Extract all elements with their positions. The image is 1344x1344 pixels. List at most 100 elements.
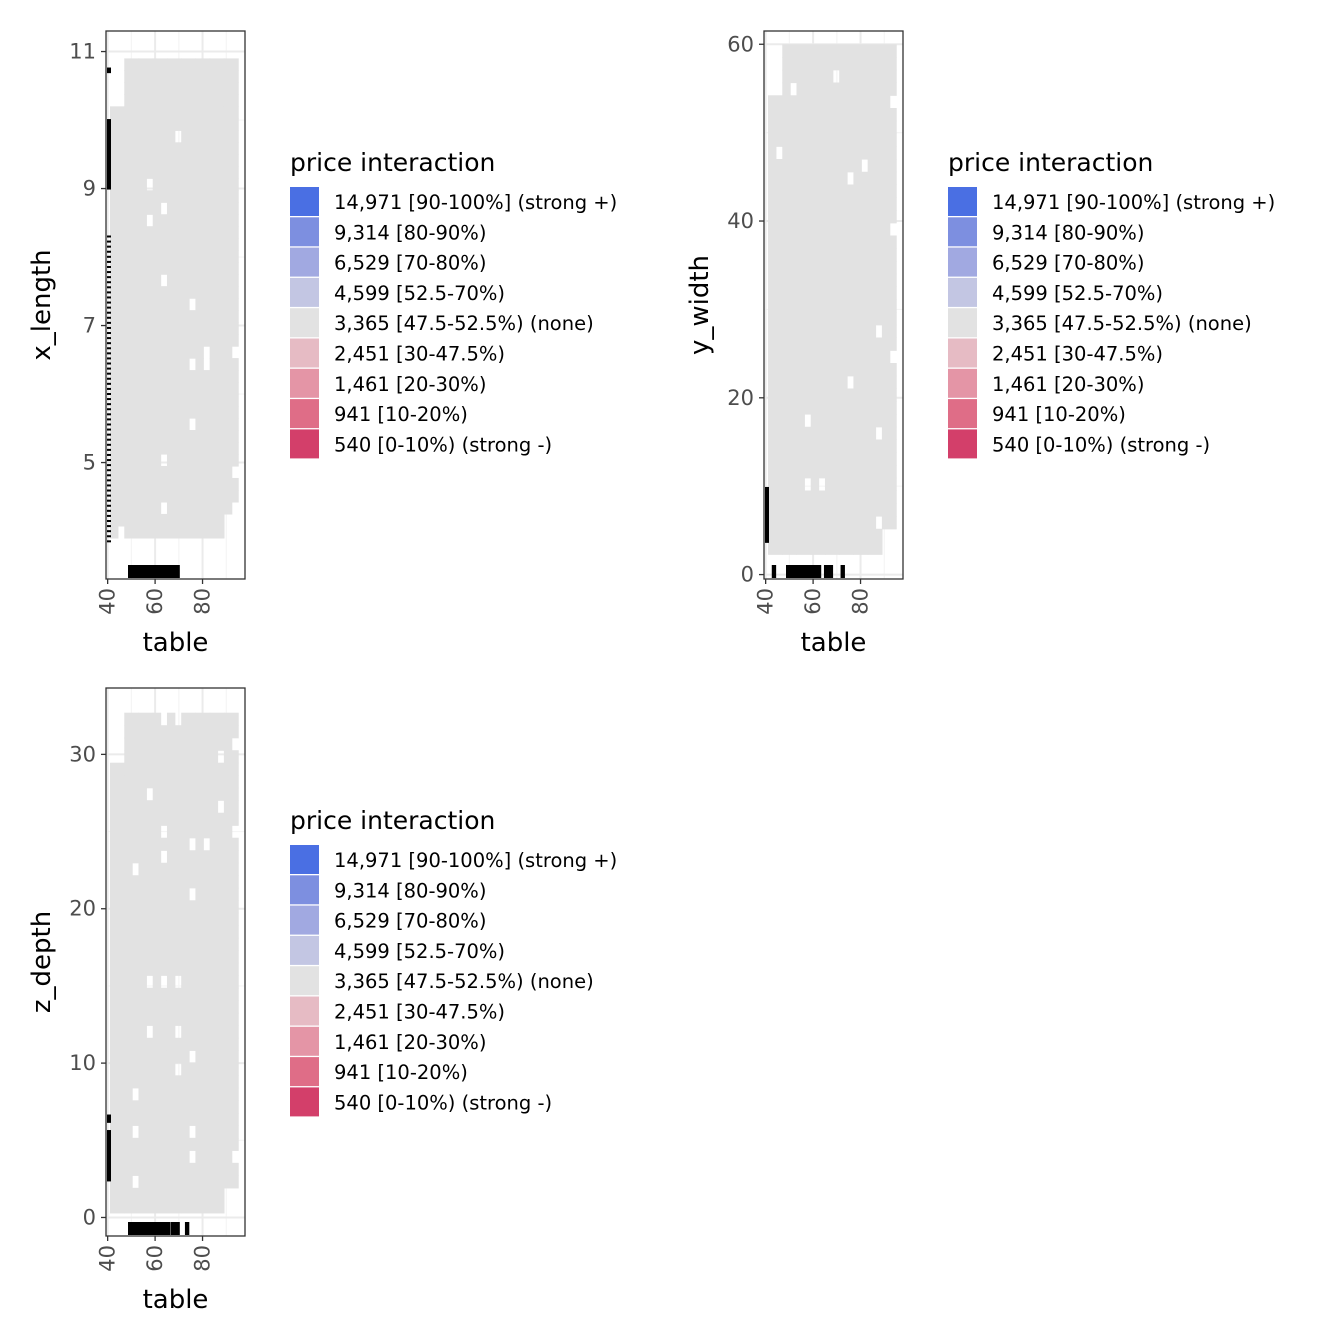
interaction-tile (853, 95, 869, 109)
z-depth-panel: 0 10 20 30 40 60 80 table z_depth price interacti… (27, 687, 617, 1315)
interaction-tile (768, 159, 783, 173)
interaction-tile (209, 250, 225, 263)
interaction-tile (853, 261, 869, 275)
interaction-tile (195, 1112, 211, 1126)
interaction-tile (181, 477, 197, 491)
interaction-tile (166, 887, 182, 901)
interaction-tile (223, 737, 233, 751)
y-tick-label: 11 (69, 40, 96, 64)
interaction-tile (881, 286, 897, 300)
interaction-tile (839, 222, 855, 237)
interaction-tile (166, 226, 182, 239)
interaction-tile (181, 1075, 197, 1089)
interaction-tile (152, 937, 168, 951)
interaction-tile (124, 912, 140, 926)
rug-marks (107, 67, 180, 578)
legend-key (948, 429, 977, 459)
interaction-tile (152, 226, 168, 239)
x-tick-label: 80 (191, 588, 215, 615)
interaction-tile (209, 430, 225, 443)
interaction-tile (152, 1087, 168, 1101)
interaction-tile (124, 737, 140, 751)
interaction-tile (110, 214, 125, 227)
interaction-tile (181, 1050, 190, 1064)
interaction-tile (223, 1062, 239, 1076)
interaction-tile (839, 388, 855, 402)
interaction-tile (181, 962, 197, 976)
x-tick-label: 60 (143, 588, 167, 615)
interaction-tile (195, 178, 211, 191)
interaction-tile (138, 214, 147, 227)
interaction-tile (110, 1187, 125, 1201)
interaction-tile (110, 501, 125, 515)
interaction-tile (110, 106, 125, 119)
interaction-tile (796, 222, 812, 237)
y-tick-label: 0 (741, 563, 754, 587)
interaction-tile (824, 528, 840, 543)
legend-label: 1,461 [20-30%) (334, 1031, 486, 1054)
interaction-tile (152, 1137, 168, 1151)
interaction-tile (839, 120, 855, 135)
interaction-tile (853, 388, 869, 402)
interaction-tile (166, 154, 182, 167)
interaction-tile (209, 298, 225, 311)
interaction-tile (867, 477, 883, 492)
interaction-tile (166, 1000, 182, 1014)
interaction-tile (152, 900, 168, 914)
interaction-tile (824, 133, 840, 147)
interaction-tile (881, 222, 891, 237)
interaction-tile (782, 477, 798, 492)
interaction-tile (223, 178, 239, 191)
interaction-tile (166, 912, 182, 926)
interaction-tile (195, 1150, 211, 1164)
interaction-tile (853, 337, 869, 351)
interaction-tile (195, 1125, 211, 1139)
interaction-tile (867, 452, 883, 466)
interaction-tile (853, 439, 869, 453)
x-axis-title: table (143, 1285, 209, 1315)
interaction-tile (166, 274, 182, 287)
interaction-tile (867, 312, 883, 326)
interaction-tile (810, 133, 826, 147)
interaction-tile (166, 725, 182, 739)
interaction-tile (782, 261, 798, 275)
panel-border (763, 30, 904, 580)
interaction-tile (195, 465, 211, 479)
interaction-tile (138, 1075, 154, 1089)
interaction-tile (839, 414, 855, 428)
interaction-tile (223, 190, 239, 203)
interaction-tile (853, 133, 869, 147)
interaction-tile (223, 406, 239, 419)
interaction-tile (881, 452, 897, 466)
interaction-tile (209, 358, 225, 371)
interaction-tile (867, 516, 877, 530)
interaction-tile (166, 862, 182, 876)
legend-label: 3,365 [47.5-52.5%) (none) (334, 312, 594, 335)
interaction-tile (209, 130, 225, 143)
interaction-tile (195, 1037, 211, 1051)
interaction-tile (138, 875, 154, 889)
interaction-tile (166, 94, 182, 107)
interaction-tile (181, 298, 190, 311)
interaction-tile (824, 477, 840, 492)
interaction-tile (124, 178, 140, 191)
interaction-tile (124, 825, 140, 839)
panel-border (105, 687, 246, 1237)
interaction-tile (824, 299, 840, 313)
legend-label: 1,461 [20-30%) (992, 373, 1144, 396)
interaction-tile (166, 900, 182, 914)
interaction-tile (209, 775, 225, 789)
interaction-tile (223, 962, 239, 976)
interaction-tile (181, 1025, 197, 1039)
interaction-tile (195, 226, 211, 239)
interaction-tile (166, 298, 182, 311)
interaction-tile (796, 324, 812, 339)
interaction-tile (166, 1137, 182, 1151)
interaction-tile (824, 490, 840, 504)
interaction-tile (796, 426, 812, 441)
interaction-tile (124, 812, 140, 826)
interaction-tile (152, 286, 168, 299)
interaction-tile (782, 528, 798, 543)
interaction-tile (195, 130, 211, 143)
interaction-tile (110, 962, 125, 976)
